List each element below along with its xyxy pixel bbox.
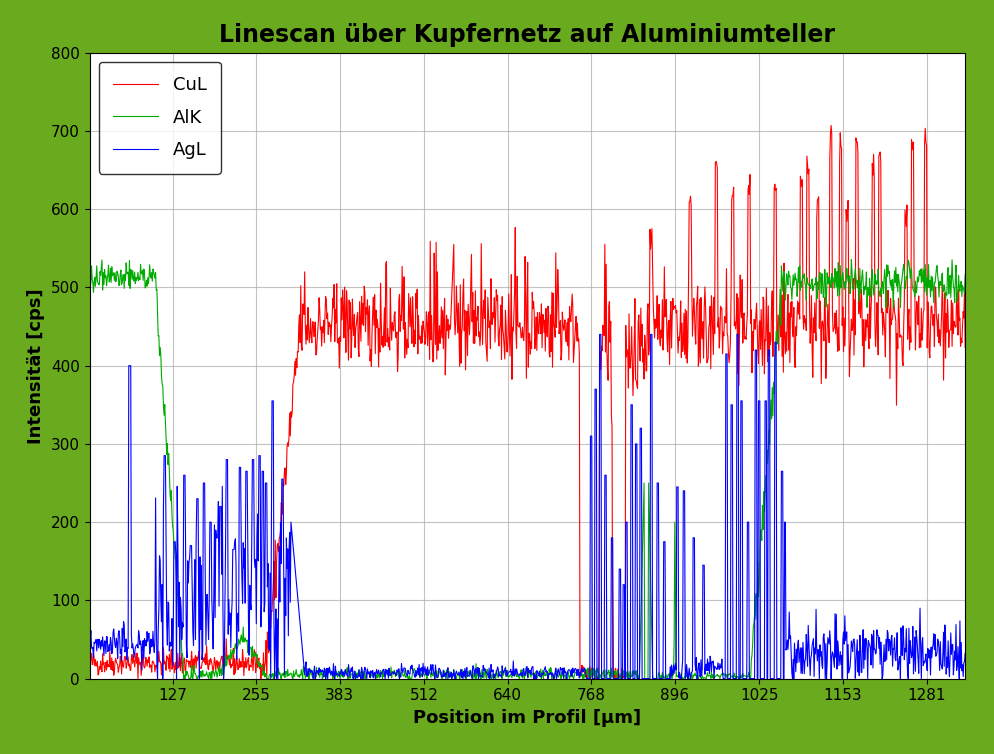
- Line: AlK: AlK: [89, 259, 964, 679]
- CuL: [132, 674, 144, 683]
- CuL: [90, 661, 102, 670]
- AgL: [556, 670, 568, 679]
- AgL: [958, 648, 970, 657]
- Title: Linescan über Kupfernetz auf Aluminiumteller: Linescan über Kupfernetz auf Aluminiumte…: [219, 23, 835, 47]
- CuL: [312, 316, 324, 325]
- AlK: [83, 270, 95, 279]
- CuL: [807, 314, 819, 323]
- AgL: [807, 672, 819, 681]
- AlK: [90, 262, 102, 271]
- CuL: [958, 343, 970, 352]
- AgL: [151, 674, 163, 683]
- CuL: [458, 306, 470, 315]
- AgL: [312, 670, 324, 679]
- AlK: [807, 283, 819, 292]
- AlK: [556, 671, 568, 680]
- CuL: [231, 651, 243, 661]
- AlK: [958, 270, 970, 279]
- AgL: [458, 664, 470, 673]
- CuL: [556, 308, 568, 317]
- CuL: [824, 121, 836, 130]
- AlK: [178, 674, 190, 683]
- AgL: [593, 330, 605, 339]
- AgL: [83, 654, 95, 663]
- Line: AgL: AgL: [89, 335, 964, 679]
- X-axis label: Position im Profil [µm]: Position im Profil [µm]: [413, 709, 641, 727]
- Y-axis label: Intensität [cps]: Intensität [cps]: [27, 288, 45, 443]
- AlK: [231, 643, 243, 652]
- AlK: [312, 669, 324, 678]
- AgL: [231, 655, 243, 664]
- CuL: [83, 655, 95, 664]
- Legend: CuL, AlK, AgL: CuL, AlK, AgL: [98, 62, 221, 173]
- Line: CuL: CuL: [89, 125, 964, 679]
- AlK: [458, 667, 470, 676]
- AgL: [90, 646, 102, 655]
- AlK: [845, 255, 857, 264]
